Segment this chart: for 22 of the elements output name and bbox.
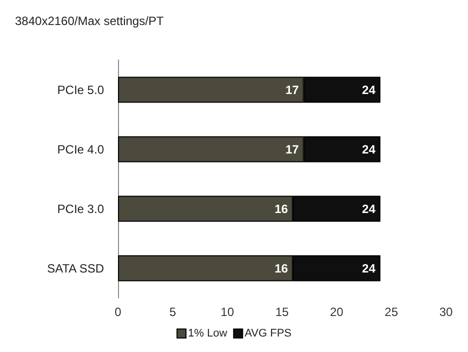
y-tick-label: PCIe 3.0 [57, 202, 104, 216]
legend-label: 1% Low [188, 328, 228, 340]
x-tick-label: 25 [384, 305, 398, 319]
x-tick-label: 30 [439, 305, 453, 319]
legend-label: AVG FPS [244, 328, 292, 340]
y-tick-label: SATA SSD [47, 261, 104, 276]
data-label: 17 [286, 82, 300, 97]
data-label: 17 [286, 142, 300, 156]
x-tick-label: 20 [330, 305, 344, 319]
total-label: 24 [362, 261, 376, 276]
x-tick-label: 15 [275, 305, 289, 319]
total-label: 24 [362, 202, 376, 216]
y-tick-label: PCIe 5.0 [57, 82, 104, 97]
x-tick-label: 10 [220, 305, 234, 319]
data-label: 16 [274, 261, 288, 276]
x-tick-label: 5 [169, 305, 176, 319]
total-label: 24 [362, 142, 376, 156]
y-tick-label: PCIe 4.0 [57, 142, 104, 156]
total-label: 24 [362, 82, 376, 97]
chart-subtitle: 3840x2160/Max settings/PT [15, 14, 164, 28]
x-tick-label: 0 [114, 305, 122, 319]
data-label: 16 [274, 202, 288, 216]
